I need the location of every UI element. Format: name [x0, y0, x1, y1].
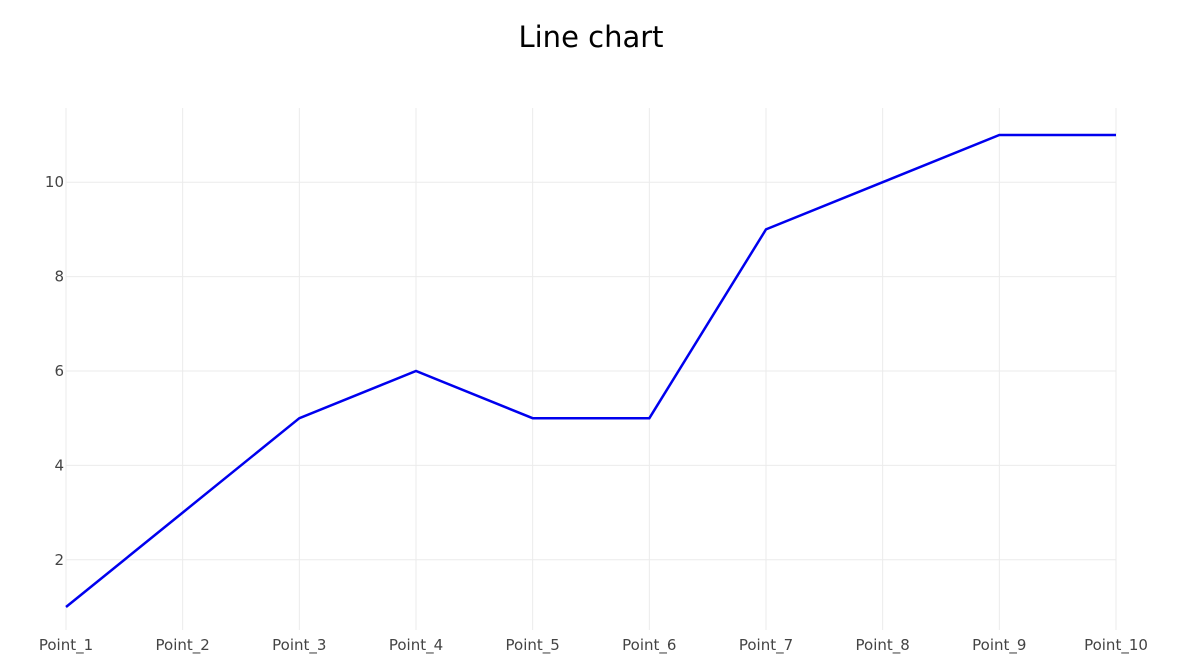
- y-tick-label: 8: [54, 268, 64, 286]
- x-tick-label: Point_3: [272, 636, 326, 655]
- y-tick-label: 6: [54, 362, 64, 380]
- x-tick-label: Point_7: [739, 636, 793, 655]
- y-tick-label: 2: [54, 551, 64, 569]
- chart-title: Line chart: [518, 20, 663, 54]
- x-tick-label: Point_9: [972, 636, 1026, 655]
- y-tick-label: 4: [54, 456, 64, 474]
- x-tick-label: Point_6: [622, 636, 676, 655]
- y-gridlines: [66, 181, 1116, 561]
- series-line: [65, 133, 1116, 608]
- x-tick-label: Point_5: [506, 636, 560, 655]
- x-gridlines: [65, 108, 1117, 630]
- x-tick-label: Point_1: [39, 636, 93, 655]
- x-tick-label: Point_8: [856, 636, 910, 655]
- x-axis-ticks: Point_1 Point_2 Point_3 Point_4 Point_5 Point…: [39, 636, 1148, 655]
- x-tick-label: Point_4: [389, 636, 443, 655]
- x-tick-label: Point_2: [156, 636, 210, 655]
- y-tick-label: 10: [45, 173, 64, 191]
- y-axis-ticks: 2 4 6 8 10: [45, 173, 64, 569]
- x-tick-label: Point_10: [1084, 636, 1148, 655]
- series-layer: [65, 133, 1116, 608]
